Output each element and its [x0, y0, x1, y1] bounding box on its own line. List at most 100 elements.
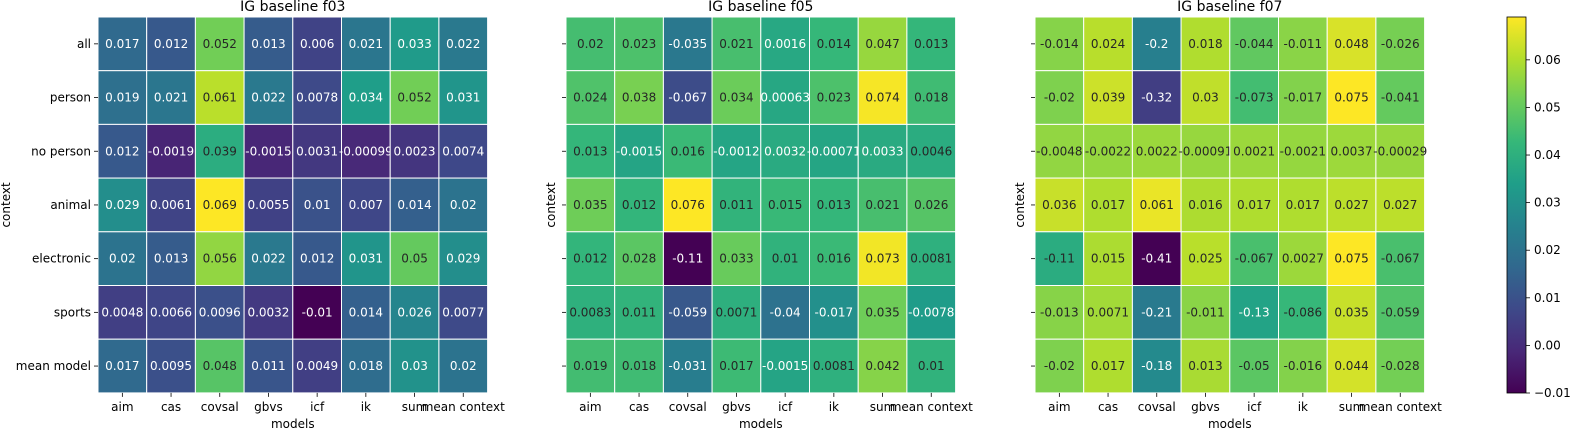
heatmap-cell: [711, 285, 762, 340]
cell-value-label: -0.026: [1381, 37, 1420, 51]
cell-value-label: 0.033: [719, 252, 753, 266]
cell-value-label: 0.014: [817, 37, 851, 51]
cell-value-label: 0.05: [401, 252, 428, 266]
y-tick-label: person: [50, 91, 91, 105]
cell-value-label: 0.024: [573, 91, 607, 105]
heatmap-cell: [760, 285, 810, 340]
cell-value-label: -0.0021: [1280, 144, 1326, 158]
cell-value-label: 0.022: [251, 91, 285, 105]
cell-value-label: 0.015: [768, 198, 802, 212]
cell-value-label: -0.00099: [339, 144, 393, 158]
cell-value-label: -0.086: [1284, 305, 1323, 319]
cell-value-label: 0.075: [1334, 252, 1368, 266]
cell-value-label: 0.0055: [247, 198, 289, 212]
cell-value-label: -0.0022: [1085, 144, 1131, 158]
cell-value-label: 0.024: [1091, 37, 1125, 51]
colorbar-tick-label: 0.00: [1534, 338, 1561, 352]
cell-value-label: 0.012: [105, 144, 139, 158]
x-tick-label: covsal: [669, 400, 707, 414]
cell-value-label: 0.018: [349, 359, 383, 373]
cell-value-label: 0.013: [1188, 359, 1222, 373]
heatmap-cell: [760, 177, 810, 233]
heatmap-cell: [614, 123, 664, 179]
cell-value-label: 0.02: [577, 37, 604, 51]
heatmap-cell: [389, 177, 440, 233]
heatmap-cell: [1131, 338, 1182, 394]
cell-value-label: 0.03: [401, 359, 428, 373]
cell-value-label: 0.0048: [101, 305, 143, 319]
x-tick-label: gbvs: [254, 400, 283, 414]
cell-value-label: 0.034: [349, 91, 383, 105]
cell-value-label: 0.012: [300, 252, 334, 266]
heatmap-cell: [809, 70, 859, 125]
x-tick-label: aim: [1048, 400, 1070, 414]
heatmap-cell: [1278, 16, 1328, 72]
heatmap-cell: [1375, 16, 1426, 72]
cell-value-label: 0.076: [671, 198, 705, 212]
x-tick-label: covsal: [1138, 400, 1176, 414]
heatmap-cell: [389, 123, 440, 179]
y-tick-label: mean model: [16, 359, 91, 373]
heatmap-cell: [146, 70, 196, 125]
heatmap-cell: [1034, 123, 1085, 179]
cell-value-label: -0.18: [1141, 359, 1172, 373]
cell-value-label: 0.0021: [1233, 144, 1275, 158]
cell-value-label: 0.012: [154, 37, 188, 51]
heatmap-cell: [906, 231, 957, 287]
heatmap-cell: [243, 177, 294, 233]
cell-value-label: 0.034: [719, 91, 753, 105]
cell-value-label: 0.0031: [296, 144, 338, 158]
cell-value-label: 0.017: [105, 37, 139, 51]
heatmap-cell: [1375, 231, 1426, 287]
cell-value-label: 0.017: [1237, 198, 1271, 212]
cell-value-label: 0.015: [1091, 252, 1125, 266]
cell-value-label: 0.029: [105, 198, 139, 212]
cell-value-label: 0.018: [1188, 37, 1222, 51]
cell-value-label: -0.031: [668, 359, 707, 373]
cell-value-label: -0.017: [1284, 91, 1323, 105]
cell-value-label: 0.0071: [715, 305, 757, 319]
cell-value-label: -0.41: [1141, 252, 1172, 266]
cell-value-label: 0.022: [251, 252, 285, 266]
heatmap-cell: [1083, 16, 1133, 72]
cell-value-label: -0.00029: [1373, 144, 1427, 158]
cell-value-label: 0.007: [349, 198, 383, 212]
cell-value-label: 0.017: [105, 359, 139, 373]
cell-value-label: 0.0046: [910, 144, 952, 158]
x-axis-label: models: [739, 417, 783, 431]
heatmap-cell: [438, 123, 489, 179]
cell-value-label: 0.018: [622, 359, 656, 373]
heatmap-cell: [1229, 338, 1280, 394]
heatmap-cell: [292, 123, 342, 179]
y-tick-label: no person: [31, 144, 91, 158]
cell-value-label: -0.0078: [908, 305, 954, 319]
colorbar-tick-label: 0.06: [1534, 53, 1561, 67]
x-tick-label: sum: [870, 400, 896, 414]
cell-value-label: 0.0023: [394, 144, 436, 158]
x-tick-label: icf: [310, 400, 325, 414]
cell-value-label: -0.013: [1040, 305, 1079, 319]
cell-value-label: 0.017: [719, 359, 753, 373]
heatmap-cell: [389, 231, 440, 287]
cell-value-label: 0.0032: [764, 144, 806, 158]
cell-value-label: 0.013: [573, 144, 607, 158]
y-tick-label: animal: [50, 198, 91, 212]
cell-value-label: 0.018: [914, 91, 948, 105]
cell-value-label: 0.00063: [760, 91, 810, 105]
cell-value-label: 0.027: [1383, 198, 1417, 212]
cell-value-label: 0.03: [1192, 91, 1219, 105]
y-tick-label: electronic: [32, 252, 91, 266]
cell-value-label: 0.0016: [764, 37, 806, 51]
cell-value-label: 0.016: [671, 144, 705, 158]
x-tick-label: icf: [778, 400, 793, 414]
heatmap-cell: [857, 70, 908, 125]
cell-value-label: 0.0027: [1282, 252, 1324, 266]
cell-value-label: -0.02: [1044, 91, 1075, 105]
colorbar-tick-label: 0.04: [1534, 148, 1561, 162]
heatmap-cell: [1034, 177, 1085, 233]
cell-value-label: -0.0048: [1036, 144, 1082, 158]
cell-value-label: 0.017: [1286, 198, 1320, 212]
cell-value-label: 0.039: [1091, 91, 1125, 105]
cell-value-label: -0.017: [815, 305, 854, 319]
cell-value-label: 0.023: [622, 37, 656, 51]
